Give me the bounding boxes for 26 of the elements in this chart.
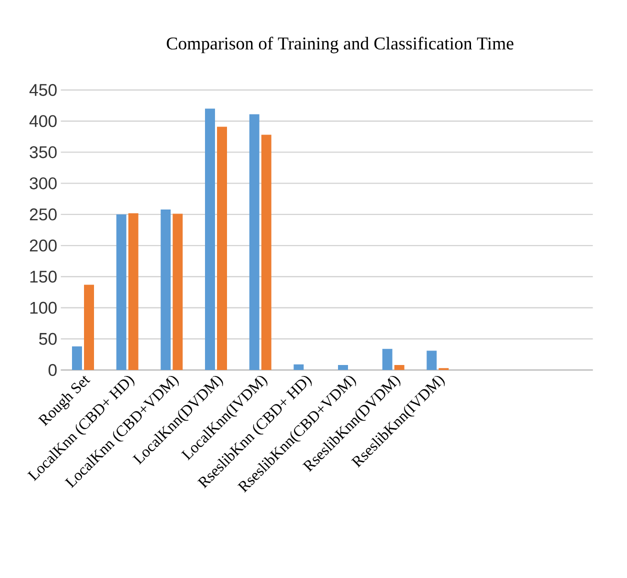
y-tick-label: 150 [30,270,57,283]
y-tick-label: 350 [30,146,57,158]
bar [160,209,171,370]
bar [338,365,348,370]
bar [116,214,126,370]
bar [217,126,228,370]
bar [205,108,216,370]
y-tick-label: 300 [30,177,57,190]
bar [128,213,138,370]
bar [72,346,82,370]
bar [261,134,272,370]
y-tick-label: 50 [39,332,57,345]
y-tick-label: 200 [30,240,57,252]
y-tick-label: 400 [29,115,57,128]
y-tick-label: 450 [29,84,57,96]
bar [294,364,304,370]
y-tick-label: 250 [30,208,57,220]
y-tick-label: 0 [48,364,57,376]
bar [426,350,437,370]
bar [382,348,392,370]
bar [84,284,94,370]
chart-title: Comparison of Training and Classification Time [166,36,514,54]
bar [172,214,183,370]
bar [394,365,404,370]
bar [249,114,260,370]
y-tick-label: 100 [30,302,57,314]
